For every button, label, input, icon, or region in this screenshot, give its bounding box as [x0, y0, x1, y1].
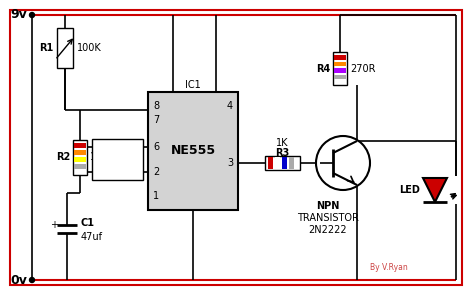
Text: 47uf: 47uf: [81, 232, 103, 242]
Bar: [334, 55, 346, 60]
Text: By V.Ryan: By V.Ryan: [370, 263, 408, 272]
Text: +: +: [50, 220, 58, 230]
Text: 100K: 100K: [77, 43, 102, 53]
Text: R4: R4: [316, 64, 330, 73]
Text: 1K: 1K: [90, 153, 102, 163]
Bar: [74, 164, 86, 169]
Bar: [334, 62, 346, 66]
Bar: [73, 140, 87, 175]
Bar: [289, 157, 294, 169]
Text: R2: R2: [56, 153, 70, 163]
Bar: [334, 75, 346, 79]
Text: 1K: 1K: [276, 138, 289, 148]
Text: 8: 8: [153, 101, 159, 111]
Bar: [74, 143, 86, 148]
Text: 270R: 270R: [350, 64, 375, 73]
Text: C1: C1: [81, 218, 95, 228]
Circle shape: [29, 278, 35, 283]
Bar: [74, 150, 86, 155]
Bar: [148, 92, 238, 210]
Polygon shape: [423, 178, 447, 202]
Circle shape: [29, 13, 35, 17]
Text: 3: 3: [227, 158, 233, 168]
Bar: [334, 68, 346, 73]
Text: TRANSISTOR: TRANSISTOR: [297, 213, 359, 223]
Text: 9v: 9v: [10, 8, 27, 21]
Text: NE555: NE555: [171, 144, 216, 157]
Text: 7: 7: [153, 115, 159, 125]
Bar: [92, 139, 143, 180]
Text: R1: R1: [39, 43, 53, 53]
Bar: [275, 157, 280, 169]
Text: LED: LED: [399, 185, 420, 195]
Text: 2: 2: [153, 167, 159, 177]
Text: 2N2222: 2N2222: [309, 225, 347, 235]
Text: 0v: 0v: [10, 274, 27, 287]
Text: IC1: IC1: [185, 80, 201, 90]
Text: 6: 6: [153, 142, 159, 152]
Bar: [333, 52, 347, 85]
Bar: [268, 157, 273, 169]
Text: 4: 4: [227, 101, 233, 111]
Bar: [282, 157, 287, 169]
Bar: [57, 28, 73, 68]
Bar: [74, 157, 86, 162]
Circle shape: [316, 136, 370, 190]
Text: NPN: NPN: [316, 201, 340, 211]
Text: 1: 1: [153, 191, 159, 201]
Text: R3: R3: [275, 148, 290, 158]
Bar: [265, 156, 300, 170]
